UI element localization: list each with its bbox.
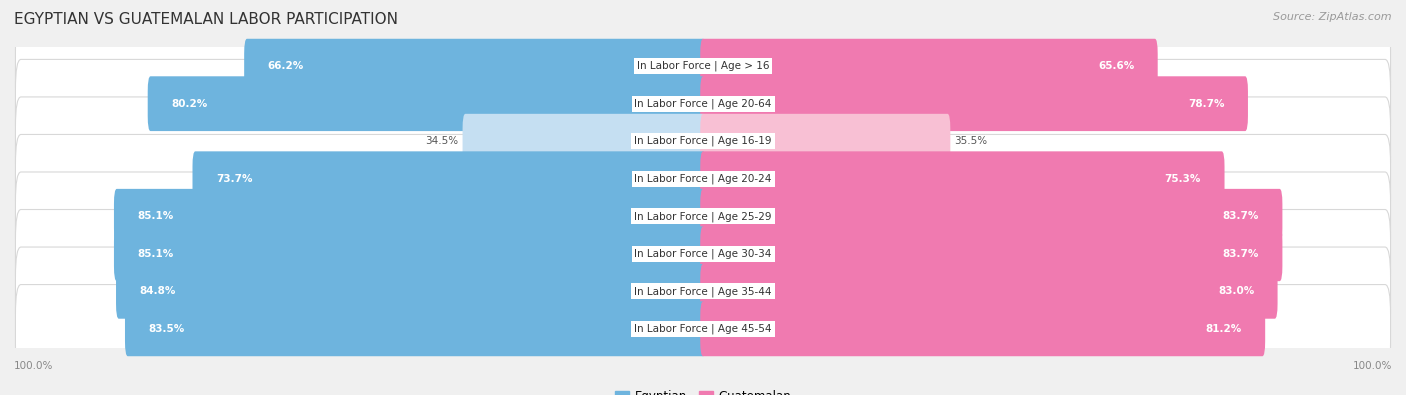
FancyBboxPatch shape: [15, 22, 1391, 111]
Text: 81.2%: 81.2%: [1205, 324, 1241, 334]
Text: 100.0%: 100.0%: [1353, 361, 1392, 371]
Text: 85.1%: 85.1%: [138, 249, 173, 259]
Text: In Labor Force | Age 25-29: In Labor Force | Age 25-29: [634, 211, 772, 222]
FancyBboxPatch shape: [117, 264, 706, 319]
FancyBboxPatch shape: [15, 59, 1391, 148]
FancyBboxPatch shape: [125, 301, 706, 356]
FancyBboxPatch shape: [700, 114, 950, 169]
FancyBboxPatch shape: [15, 247, 1391, 336]
FancyBboxPatch shape: [463, 114, 706, 169]
Text: In Labor Force | Age 45-54: In Labor Force | Age 45-54: [634, 324, 772, 334]
Text: 66.2%: 66.2%: [267, 61, 304, 71]
FancyBboxPatch shape: [15, 209, 1391, 298]
Text: In Labor Force | Age 20-24: In Labor Force | Age 20-24: [634, 173, 772, 184]
Text: In Labor Force | Age 16-19: In Labor Force | Age 16-19: [634, 136, 772, 147]
Text: 73.7%: 73.7%: [217, 174, 253, 184]
Text: 100.0%: 100.0%: [14, 361, 53, 371]
Text: 83.7%: 83.7%: [1223, 211, 1258, 221]
Text: 84.8%: 84.8%: [139, 286, 176, 296]
FancyBboxPatch shape: [700, 264, 1278, 319]
Text: In Labor Force | Age > 16: In Labor Force | Age > 16: [637, 61, 769, 71]
Text: 65.6%: 65.6%: [1098, 61, 1135, 71]
Text: In Labor Force | Age 30-34: In Labor Force | Age 30-34: [634, 248, 772, 259]
FancyBboxPatch shape: [15, 97, 1391, 186]
Text: In Labor Force | Age 20-64: In Labor Force | Age 20-64: [634, 98, 772, 109]
Text: 83.0%: 83.0%: [1218, 286, 1254, 296]
FancyBboxPatch shape: [148, 76, 706, 131]
Text: Source: ZipAtlas.com: Source: ZipAtlas.com: [1274, 12, 1392, 22]
FancyBboxPatch shape: [15, 172, 1391, 261]
Text: EGYPTIAN VS GUATEMALAN LABOR PARTICIPATION: EGYPTIAN VS GUATEMALAN LABOR PARTICIPATI…: [14, 12, 398, 27]
Text: 35.5%: 35.5%: [955, 136, 987, 146]
FancyBboxPatch shape: [700, 76, 1249, 131]
Text: 34.5%: 34.5%: [425, 136, 458, 146]
Text: 80.2%: 80.2%: [172, 99, 208, 109]
Text: In Labor Force | Age 35-44: In Labor Force | Age 35-44: [634, 286, 772, 297]
Text: 83.7%: 83.7%: [1223, 249, 1258, 259]
Text: 78.7%: 78.7%: [1188, 99, 1225, 109]
FancyBboxPatch shape: [15, 284, 1391, 373]
Legend: Egyptian, Guatemalan: Egyptian, Guatemalan: [610, 385, 796, 395]
FancyBboxPatch shape: [245, 39, 706, 94]
Text: 75.3%: 75.3%: [1164, 174, 1201, 184]
FancyBboxPatch shape: [700, 189, 1282, 244]
Text: 85.1%: 85.1%: [138, 211, 173, 221]
FancyBboxPatch shape: [114, 189, 706, 244]
FancyBboxPatch shape: [700, 301, 1265, 356]
FancyBboxPatch shape: [700, 39, 1157, 94]
FancyBboxPatch shape: [114, 226, 706, 281]
FancyBboxPatch shape: [193, 151, 706, 206]
Text: 83.5%: 83.5%: [149, 324, 184, 334]
FancyBboxPatch shape: [15, 134, 1391, 223]
FancyBboxPatch shape: [700, 151, 1225, 206]
FancyBboxPatch shape: [700, 226, 1282, 281]
